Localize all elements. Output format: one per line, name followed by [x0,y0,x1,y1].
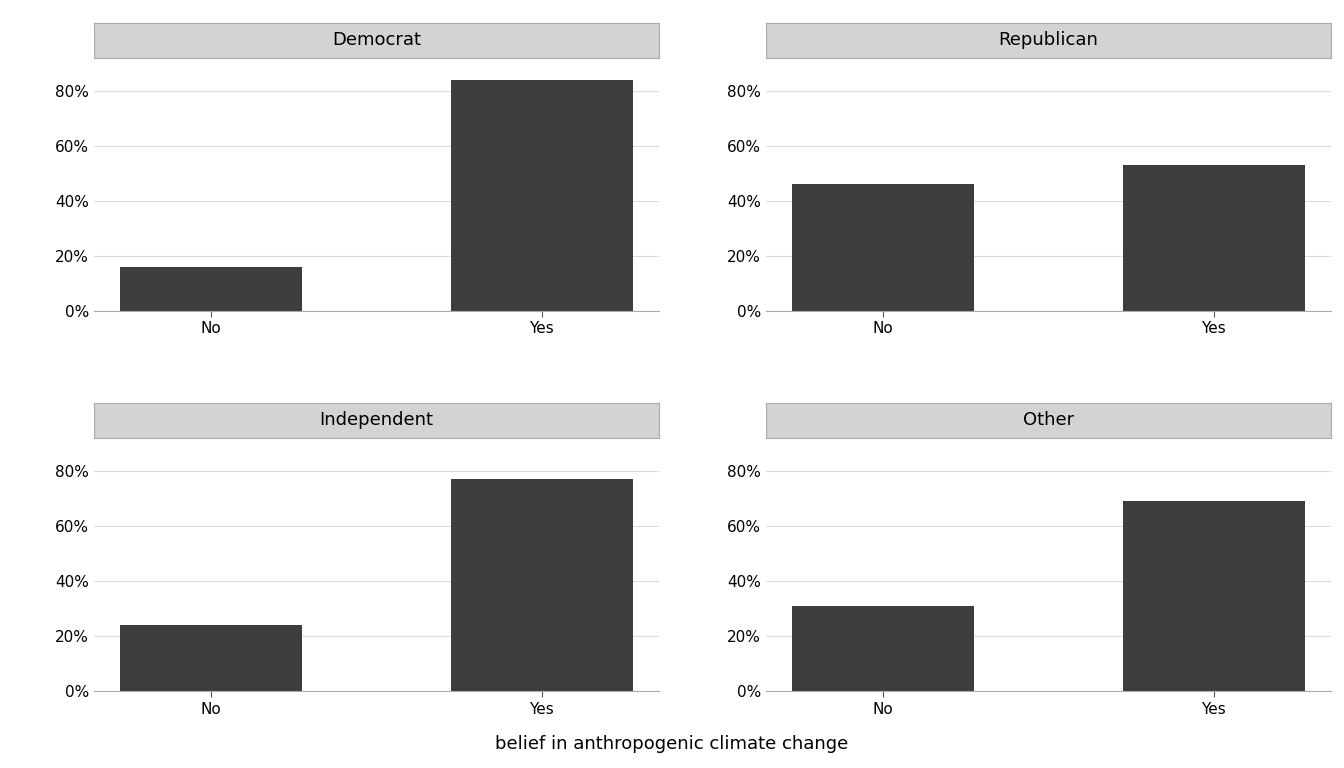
Bar [1122,165,1305,311]
Bar [450,479,633,691]
Text: Republican: Republican [999,31,1098,49]
Bar [792,606,974,691]
Bar [120,625,302,691]
Bar [792,184,974,311]
Text: Democrat: Democrat [332,31,421,49]
Text: Other: Other [1023,412,1074,429]
Bar [120,267,302,311]
Bar [1122,502,1305,691]
Bar [450,80,633,311]
Text: Independent: Independent [320,412,433,429]
Text: belief in anthropogenic climate change: belief in anthropogenic climate change [496,735,848,753]
